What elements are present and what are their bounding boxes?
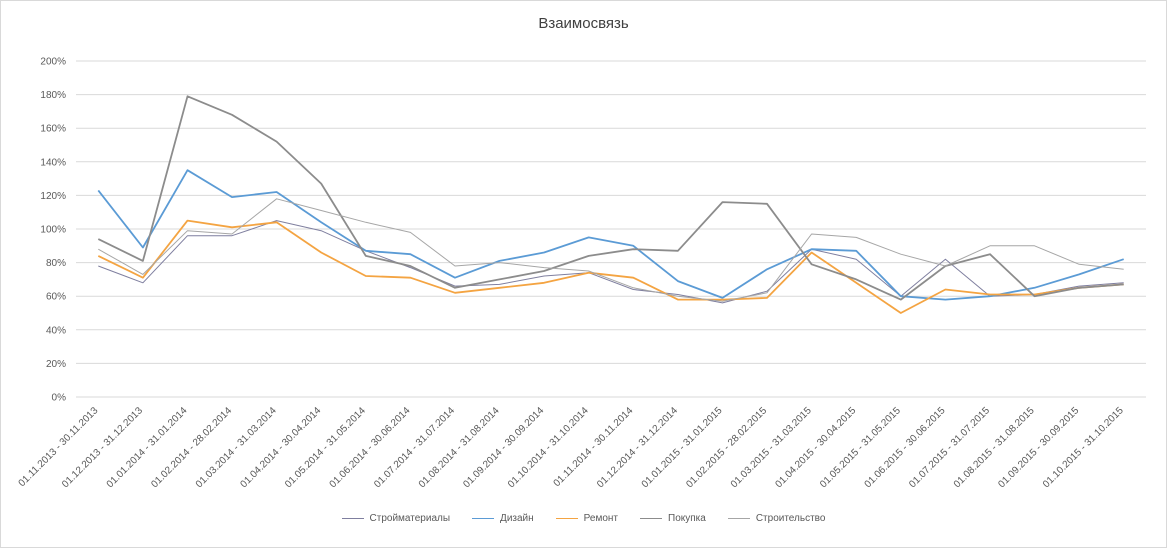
legend-swatch — [555, 518, 578, 519]
legend-swatch — [472, 518, 495, 519]
legend-label: Дизайн — [500, 513, 534, 524]
y-tick-label: 140% — [40, 157, 66, 168]
gridlines — [76, 60, 1146, 398]
x-tick-label: 01.01.2015 - 31.01.2015 — [640, 405, 725, 490]
series-lines — [97, 95, 1124, 314]
x-tick-label: 01.08.2014 - 31.08.2014 — [417, 405, 502, 490]
legend-label: Покупка — [668, 513, 706, 524]
legend-swatch — [640, 518, 663, 519]
legend-label: Ремонт — [583, 513, 619, 524]
x-tick-label: 01.09.2014 - 30.09.2014 — [461, 405, 546, 490]
x-tick-label: 01.06.2014 - 30.06.2014 — [328, 405, 413, 490]
legend-swatch — [727, 518, 750, 519]
x-tick-label: 01.10.2014 - 31.10.2014 — [506, 405, 591, 490]
legend-swatch — [341, 518, 364, 519]
x-tick-label: 01.05.2014 - 31.05.2014 — [283, 405, 368, 490]
x-tick-label: 01.05.2015 - 31.05.2015 — [818, 405, 903, 490]
series-line — [97, 219, 1124, 314]
y-tick-label: 60% — [46, 292, 66, 303]
y-tick-label: 160% — [40, 124, 66, 135]
series-line — [98, 198, 1124, 302]
chart-title: Взаимосвязь — [538, 15, 629, 32]
x-tick-label: 01.02.2015 - 28.02.2015 — [684, 405, 769, 490]
x-tick-label: 01.10.2015 - 31.10.2015 — [1041, 405, 1126, 490]
x-tick-label: 01.08.2015 - 31.08.2015 — [952, 405, 1037, 490]
y-tick-label: 180% — [40, 90, 66, 101]
x-tick-label: 01.01.2014 - 31.01.2014 — [105, 405, 190, 490]
series-line — [97, 95, 1124, 301]
legend-label: Стройматериалы — [369, 513, 451, 524]
y-tick-label: 40% — [46, 325, 66, 336]
x-tick-label: 01.04.2014 - 30.04.2014 — [238, 405, 323, 490]
y-tick-label: 200% — [40, 57, 66, 68]
x-tick-label: 01.07.2015 - 31.07.2015 — [907, 405, 992, 490]
x-tick-label: 01.11.2013 - 30.11.2013 — [17, 405, 101, 489]
x-tick-label: 01.11.2014 - 30.11.2014 — [552, 405, 636, 489]
x-tick-label: 01.06.2015 - 30.06.2015 — [863, 405, 948, 490]
chart-plot: 0% 20% 40% 60% 80% 100% 120% 140% 160% 180% 200% 0… — [17, 57, 1146, 490]
x-tick-label: 01.12.2013 - 31.12.2013 — [60, 405, 145, 490]
legend-item: Покупка — [640, 513, 706, 524]
x-tick-label: 01.09.2015 - 30.09.2015 — [996, 405, 1081, 490]
legend-item: Стройматериалы — [341, 513, 451, 524]
y-tick-label: 80% — [46, 258, 66, 269]
x-tick-label: 01.03.2015 - 31.03.2015 — [729, 405, 814, 490]
x-tick-label: 01.03.2014 - 31.03.2014 — [194, 405, 279, 490]
legend-label: Строительство — [755, 513, 826, 524]
legend-item: Дизайн — [472, 513, 534, 524]
x-tick-label: 01.12.2014 - 31.12.2014 — [595, 405, 680, 490]
y-tick-label: 20% — [46, 359, 66, 370]
x-tick-label: 01.07.2014 - 31.07.2014 — [372, 405, 457, 490]
series-line — [97, 169, 1124, 301]
y-tick-label: 0% — [52, 393, 67, 404]
legend-item: Строительство — [727, 513, 826, 524]
series-line — [98, 220, 1124, 304]
legend: Стройматериалы Дизайн Ремонт Покупка Строите… — [1, 513, 1166, 524]
y-tick-label: 100% — [40, 225, 66, 236]
legend-item: Ремонт — [555, 513, 619, 524]
y-tick-labels: 0% 20% 40% 60% 80% 100% 120% 140% 160% 180% 200% — [40, 57, 66, 404]
x-tick-label: 01.02.2014 - 28.02.2014 — [149, 405, 234, 490]
y-tick-label: 120% — [40, 191, 66, 202]
x-tick-label: 01.04.2015 - 30.04.2015 — [773, 405, 858, 490]
